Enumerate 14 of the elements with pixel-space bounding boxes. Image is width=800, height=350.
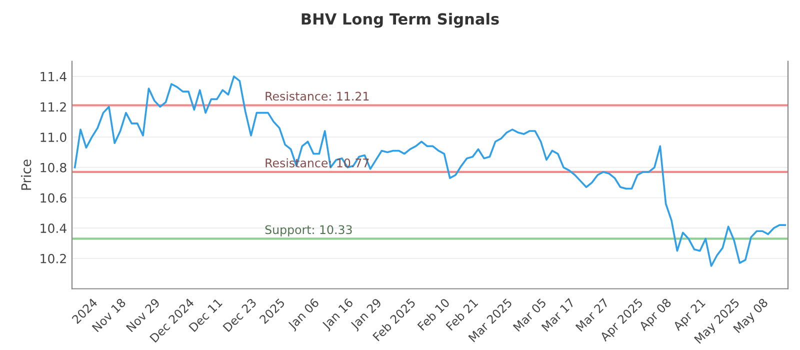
x-tick-label: Dec 23 (222, 298, 257, 332)
y-tick-label: 10.6 (40, 193, 66, 203)
y-tick-label: 10.2 (40, 254, 66, 264)
ref-line-label: Support: 10.33 (265, 225, 352, 236)
y-tick-label: 10.8 (40, 162, 66, 172)
y-tick-label: 11.0 (40, 132, 66, 142)
x-tick-label: Jan 06 (287, 298, 321, 332)
chart-title: BHV Long Term Signals (302, 12, 499, 28)
y-tick-label: 11.4 (40, 72, 66, 82)
y-tick-label: 11.2 (40, 102, 66, 112)
y-axis-title: Price (20, 160, 32, 190)
ref-line-label: Resistance: 11.21 (266, 92, 369, 101)
line-series (74, 76, 786, 267)
y-tick-label: 10.4 (40, 224, 66, 234)
